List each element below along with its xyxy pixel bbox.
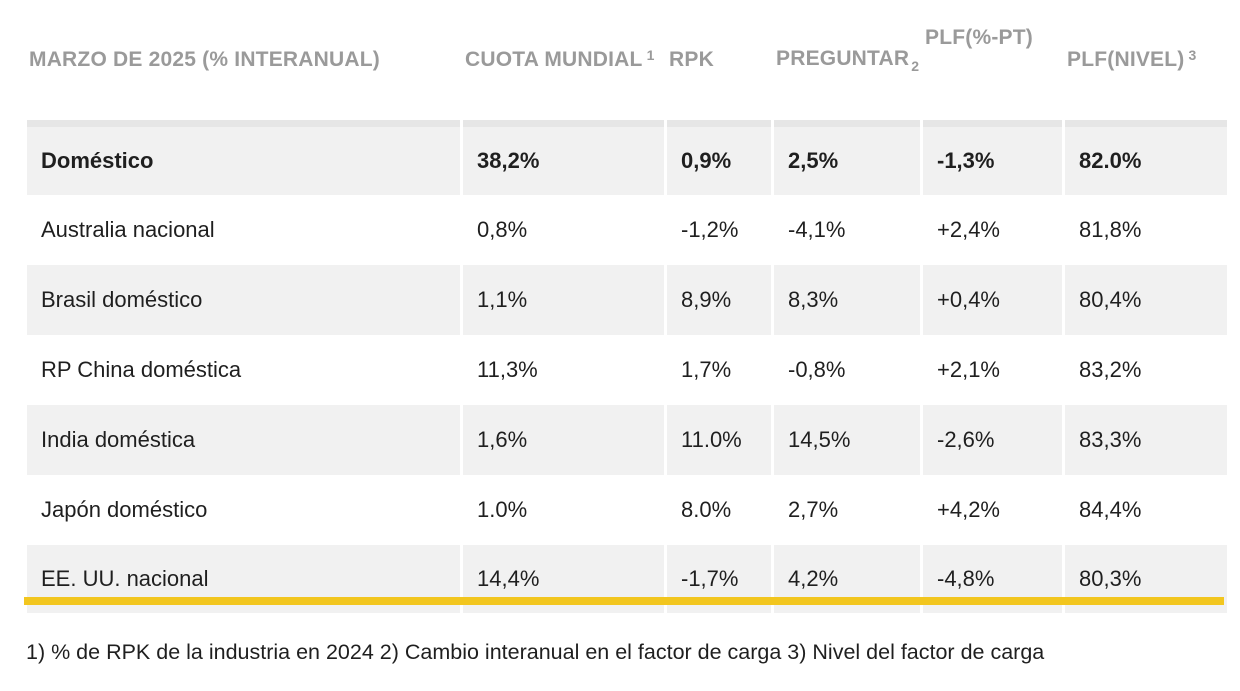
cell-plf-level: 81,8% bbox=[1065, 195, 1227, 265]
table-header: MARZO DE 2025 (% INTERANUAL) CUOTA MUNDI… bbox=[27, 0, 1227, 127]
cell-plf-level: 83,2% bbox=[1065, 335, 1227, 405]
cell-rpk: 8.0% bbox=[667, 475, 771, 545]
footnote-marker-1: 1 bbox=[646, 46, 655, 63]
footnote: 1) % de RPK de la industria en 2024 2) C… bbox=[26, 640, 1045, 664]
table-row: Australia nacional 0,8% -1,2% -4,1% +2,4… bbox=[27, 195, 1227, 265]
cell-rpk: 0,9% bbox=[667, 127, 771, 195]
row-name: Doméstico bbox=[27, 127, 460, 195]
cell-share: 1,6% bbox=[463, 405, 664, 475]
footnote-marker-3: 3 bbox=[1188, 46, 1197, 63]
header-plf-level-label: PLF(NIVEL) bbox=[1067, 47, 1185, 71]
cell-share: 1,1% bbox=[463, 265, 664, 335]
cell-share: 1.0% bbox=[463, 475, 664, 545]
table-body: Doméstico 38,2% 0,9% 2,5% -1,3% 82.0% Au… bbox=[27, 127, 1227, 613]
header-world-share: CUOTA MUNDIAL 1 bbox=[463, 0, 664, 127]
header-period: MARZO DE 2025 (% INTERANUAL) bbox=[27, 0, 460, 127]
cell-share: 0,8% bbox=[463, 195, 664, 265]
cell-plf-level: 80,4% bbox=[1065, 265, 1227, 335]
accent-rule bbox=[24, 597, 1224, 605]
cell-ask: 2,7% bbox=[774, 475, 920, 545]
cell-rpk: 8,9% bbox=[667, 265, 771, 335]
table-row: Brasil doméstico 1,1% 8,9% 8,3% +0,4% 80… bbox=[27, 265, 1227, 335]
header-plf-level: PLF(NIVEL) 3 bbox=[1065, 0, 1227, 127]
cell-share: 11,3% bbox=[463, 335, 664, 405]
footnote-marker-2: 2 bbox=[911, 57, 920, 74]
cell-rpk: 11.0% bbox=[667, 405, 771, 475]
table-row: Japón doméstico 1.0% 8.0% 2,7% +4,2% 84,… bbox=[27, 475, 1227, 545]
cell-plf-pt: +2,4% bbox=[923, 195, 1062, 265]
row-name: RP China doméstica bbox=[27, 335, 460, 405]
cell-plf-pt: -2,6% bbox=[923, 405, 1062, 475]
cell-plf-level: 83,3% bbox=[1065, 405, 1227, 475]
cell-plf-pt: +0,4% bbox=[923, 265, 1062, 335]
header-period-label: MARZO DE 2025 (% INTERANUAL) bbox=[29, 47, 380, 71]
row-name: Japón doméstico bbox=[27, 475, 460, 545]
cell-plf-level: 82.0% bbox=[1065, 127, 1227, 195]
cell-plf-pt: -1,3% bbox=[923, 127, 1062, 195]
header-ask: PREGUNTAR 2 bbox=[774, 0, 920, 127]
row-name: India doméstica bbox=[27, 405, 460, 475]
cell-rpk: -1,2% bbox=[667, 195, 771, 265]
table-row: Doméstico 38,2% 0,9% 2,5% -1,3% 82.0% bbox=[27, 127, 1227, 195]
cell-ask: 2,5% bbox=[774, 127, 920, 195]
header-rpk: RPK bbox=[667, 0, 771, 127]
header-world-share-label: CUOTA MUNDIAL bbox=[465, 47, 643, 71]
row-name: Australia nacional bbox=[27, 195, 460, 265]
header-plf-pt-label: PLF(%-PT) bbox=[925, 26, 1033, 49]
cell-rpk: 1,7% bbox=[667, 335, 771, 405]
table-row: RP China doméstica 11,3% 1,7% -0,8% +2,1… bbox=[27, 335, 1227, 405]
cell-share: 38,2% bbox=[463, 127, 664, 195]
table-row: India doméstica 1,6% 11.0% 14,5% -2,6% 8… bbox=[27, 405, 1227, 475]
traffic-table: MARZO DE 2025 (% INTERANUAL) CUOTA MUNDI… bbox=[24, 0, 1230, 613]
cell-ask: 14,5% bbox=[774, 405, 920, 475]
cell-ask: -0,8% bbox=[774, 335, 920, 405]
cell-ask: -4,1% bbox=[774, 195, 920, 265]
cell-plf-pt: +4,2% bbox=[923, 475, 1062, 545]
header-ask-label: PREGUNTAR bbox=[776, 46, 910, 70]
header-plf-pt: PLF(%-PT) bbox=[923, 0, 1062, 127]
row-name: Brasil doméstico bbox=[27, 265, 460, 335]
cell-plf-pt: +2,1% bbox=[923, 335, 1062, 405]
cell-plf-level: 84,4% bbox=[1065, 475, 1227, 545]
cell-ask: 8,3% bbox=[774, 265, 920, 335]
header-rpk-label: RPK bbox=[669, 47, 714, 71]
header-row: MARZO DE 2025 (% INTERANUAL) CUOTA MUNDI… bbox=[27, 0, 1227, 127]
traffic-table-container: MARZO DE 2025 (% INTERANUAL) CUOTA MUNDI… bbox=[24, 0, 1227, 613]
